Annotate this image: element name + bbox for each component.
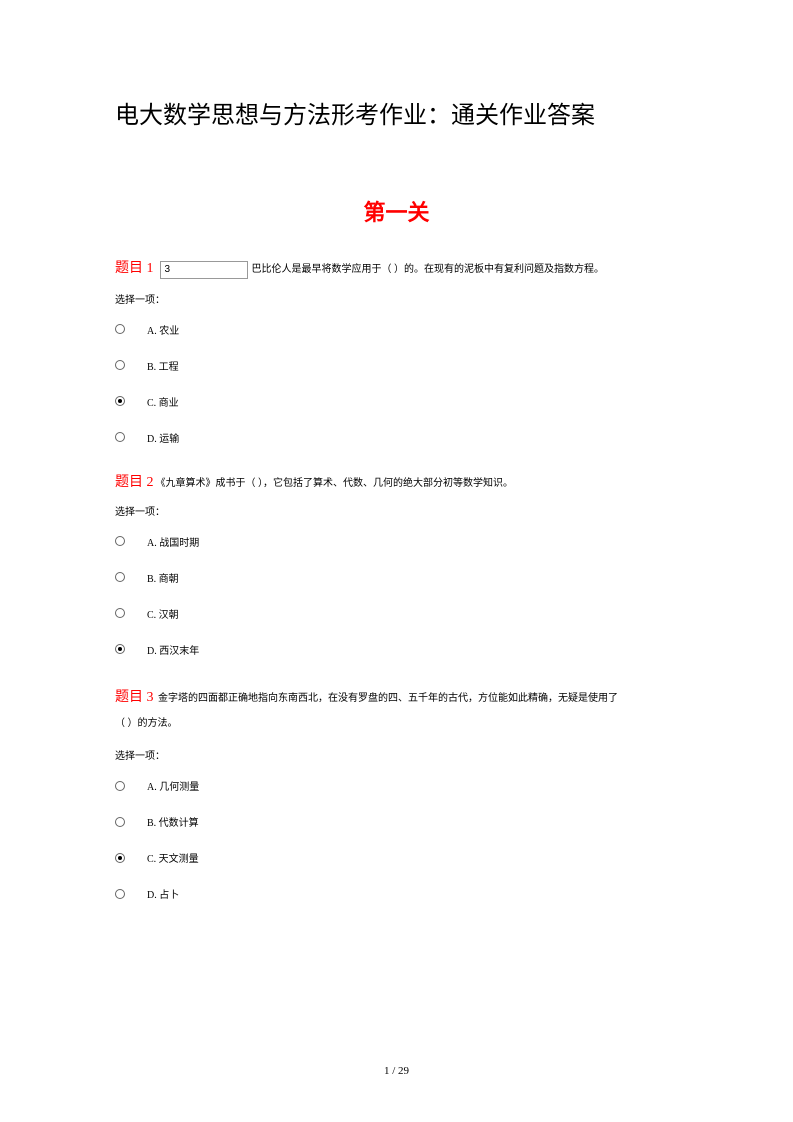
q3-option-b[interactable]: B. 代数计算 [115, 806, 678, 837]
radio-icon [115, 432, 125, 442]
radio-icon [115, 360, 125, 370]
radio-icon [115, 536, 125, 546]
question-1-header: 题目 1 巴比伦人是最早将数学应用于（ ）的。在现有的泥板中有复利问题及指数方程… [115, 257, 678, 279]
question-2-label: 题目 2 [115, 471, 154, 491]
q1-option-a[interactable]: A. 农业 [115, 314, 678, 345]
question-3-label: 题目 3 [115, 690, 154, 705]
page-number: 1 / 29 [0, 1065, 793, 1077]
option-text: C. 天文测量 [147, 850, 199, 865]
option-text: A. 战国时期 [147, 534, 199, 549]
option-text: B. 工程 [147, 358, 179, 373]
q3-option-c[interactable]: C. 天文测量 [115, 842, 678, 873]
q1-option-b[interactable]: B. 工程 [115, 350, 678, 381]
option-text: D. 西汉末年 [147, 642, 199, 657]
document-page: 电大数学思想与方法形考作业：通关作业答案 第一关 题目 1 巴比伦人是最早将数学… [0, 0, 793, 977]
option-text: A. 农业 [147, 322, 179, 337]
radio-icon [115, 889, 125, 899]
q3-option-a[interactable]: A. 几何测量 [115, 770, 678, 801]
radio-icon-selected [115, 853, 125, 863]
radio-icon [115, 324, 125, 334]
option-text: D. 运输 [147, 430, 179, 445]
q1-option-c[interactable]: C. 商业 [115, 386, 678, 417]
select-prompt-3: 选择一项： [115, 747, 678, 762]
option-text: C. 汉朝 [147, 606, 179, 621]
select-prompt-2: 选择一项： [115, 503, 678, 518]
select-prompt-1: 选择一项： [115, 291, 678, 306]
question-3-header: 题目 3 金字塔的四面都正确地指向东南西北，在没有罗盘的四、五千年的古代，方位能… [115, 683, 678, 736]
option-text: B. 代数计算 [147, 814, 199, 829]
radio-icon-selected [115, 644, 125, 654]
option-text: D. 占卜 [147, 886, 179, 901]
option-text: C. 商业 [147, 394, 179, 409]
question-2: 题目 2 《九章算术》成书于（ ），它包括了算术、代数、几何的绝大部分初等数学知… [115, 471, 678, 665]
question-3: 题目 3 金字塔的四面都正确地指向东南西北，在没有罗盘的四、五千年的古代，方位能… [115, 683, 678, 910]
question-1-label: 题目 1 [115, 257, 154, 277]
q3-option-d[interactable]: D. 占卜 [115, 878, 678, 909]
radio-icon [115, 817, 125, 827]
radio-icon-selected [115, 396, 125, 406]
option-text: B. 商朝 [147, 570, 179, 585]
q2-option-b[interactable]: B. 商朝 [115, 562, 678, 593]
q2-option-d[interactable]: D. 西汉末年 [115, 634, 678, 665]
radio-icon [115, 781, 125, 791]
radio-icon [115, 608, 125, 618]
option-text: A. 几何测量 [147, 778, 199, 793]
question-3-text-2: （ ）的方法。 [115, 713, 678, 735]
question-1-input[interactable] [160, 261, 248, 279]
q2-option-a[interactable]: A. 战国时期 [115, 526, 678, 557]
question-3-text-1: 金字塔的四面都正确地指向东南西北，在没有罗盘的四、五千年的古代，方位能如此精确，… [158, 693, 618, 704]
question-2-header: 题目 2 《九章算术》成书于（ ），它包括了算术、代数、几何的绝大部分初等数学知… [115, 471, 678, 491]
page-title: 电大数学思想与方法形考作业：通关作业答案 [115, 95, 678, 130]
question-1: 题目 1 巴比伦人是最早将数学应用于（ ）的。在现有的泥板中有复利问题及指数方程… [115, 257, 678, 453]
q1-option-d[interactable]: D. 运输 [115, 422, 678, 453]
question-2-text: 《九章算术》成书于（ ），它包括了算术、代数、几何的绝大部分初等数学知识。 [156, 474, 514, 489]
q2-option-c[interactable]: C. 汉朝 [115, 598, 678, 629]
radio-icon [115, 572, 125, 582]
question-1-text: 巴比伦人是最早将数学应用于（ ）的。在现有的泥板中有复利问题及指数方程。 [252, 260, 605, 275]
section-heading: 第一关 [115, 195, 678, 227]
